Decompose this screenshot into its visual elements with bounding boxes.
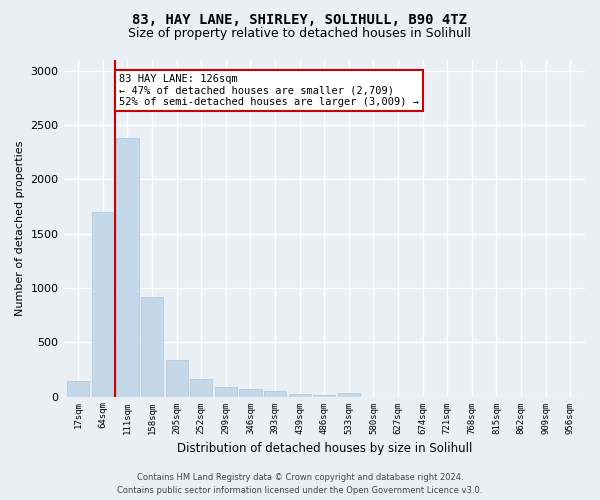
Y-axis label: Number of detached properties: Number of detached properties [15,140,25,316]
Text: Contains HM Land Registry data © Crown copyright and database right 2024.
Contai: Contains HM Land Registry data © Crown c… [118,474,482,495]
Bar [166,360,188,397]
X-axis label: Distribution of detached houses by size in Solihull: Distribution of detached houses by size … [176,442,472,455]
Bar [141,296,163,396]
Bar [92,212,114,396]
Text: Size of property relative to detached houses in Solihull: Size of property relative to detached ho… [128,28,472,40]
Bar [313,395,335,396]
Text: 83, HAY LANE, SHIRLEY, SOLIHULL, B90 4TZ: 83, HAY LANE, SHIRLEY, SOLIHULL, B90 4TZ [133,12,467,26]
Bar [338,393,360,396]
Bar [190,379,212,396]
Bar [289,394,311,396]
Text: 83 HAY LANE: 126sqm
← 47% of detached houses are smaller (2,709)
52% of semi-det: 83 HAY LANE: 126sqm ← 47% of detached ho… [119,74,419,107]
Bar [215,387,237,396]
Bar [67,382,89,396]
Bar [264,391,286,396]
Bar [116,138,139,396]
Bar [239,390,262,396]
